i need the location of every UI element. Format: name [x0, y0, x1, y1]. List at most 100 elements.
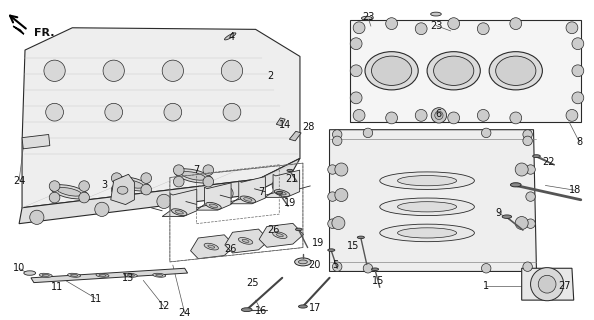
- Polygon shape: [225, 229, 269, 253]
- Circle shape: [515, 217, 528, 229]
- Text: 13: 13: [122, 273, 135, 283]
- Circle shape: [526, 165, 535, 174]
- Text: 26: 26: [267, 225, 280, 235]
- Ellipse shape: [431, 12, 441, 16]
- Ellipse shape: [225, 33, 236, 40]
- Circle shape: [328, 165, 337, 174]
- Circle shape: [353, 22, 365, 34]
- Ellipse shape: [119, 180, 144, 188]
- Circle shape: [223, 103, 241, 121]
- Circle shape: [79, 181, 90, 191]
- Circle shape: [105, 103, 122, 121]
- Circle shape: [363, 264, 372, 273]
- Circle shape: [353, 109, 365, 121]
- Circle shape: [572, 65, 584, 77]
- Ellipse shape: [298, 260, 307, 264]
- Text: 27: 27: [558, 281, 571, 291]
- Polygon shape: [19, 158, 300, 224]
- Circle shape: [30, 210, 44, 224]
- Ellipse shape: [39, 273, 52, 277]
- Ellipse shape: [295, 258, 311, 266]
- Text: 17: 17: [308, 303, 321, 313]
- Circle shape: [79, 192, 90, 203]
- Ellipse shape: [274, 190, 290, 196]
- Text: 28: 28: [302, 122, 315, 132]
- Ellipse shape: [204, 243, 219, 250]
- Ellipse shape: [71, 274, 78, 276]
- Circle shape: [415, 23, 427, 35]
- Circle shape: [203, 165, 214, 175]
- Ellipse shape: [278, 191, 286, 195]
- Circle shape: [526, 192, 535, 201]
- Ellipse shape: [175, 211, 184, 214]
- Circle shape: [335, 163, 348, 176]
- Circle shape: [332, 217, 345, 229]
- Circle shape: [572, 92, 584, 104]
- Ellipse shape: [358, 236, 364, 239]
- Ellipse shape: [365, 52, 418, 90]
- Text: 7: 7: [258, 187, 265, 197]
- Polygon shape: [289, 131, 301, 141]
- Circle shape: [173, 165, 184, 175]
- Ellipse shape: [427, 52, 481, 90]
- Text: 1: 1: [483, 281, 489, 291]
- Polygon shape: [265, 170, 299, 197]
- Ellipse shape: [287, 169, 293, 172]
- Ellipse shape: [276, 191, 283, 194]
- Text: 21: 21: [285, 174, 297, 184]
- Ellipse shape: [206, 202, 221, 209]
- Circle shape: [328, 219, 337, 228]
- Ellipse shape: [298, 305, 307, 308]
- Text: 10: 10: [13, 263, 25, 273]
- Text: 15: 15: [347, 241, 359, 251]
- Text: 7: 7: [194, 164, 200, 174]
- Circle shape: [111, 173, 122, 183]
- Polygon shape: [197, 183, 231, 210]
- Circle shape: [272, 178, 286, 193]
- Ellipse shape: [172, 209, 187, 216]
- Circle shape: [335, 188, 348, 202]
- Ellipse shape: [489, 52, 542, 90]
- Text: 19: 19: [284, 198, 296, 208]
- Ellipse shape: [24, 271, 36, 275]
- Circle shape: [435, 111, 443, 119]
- Text: 12: 12: [158, 301, 170, 311]
- Circle shape: [482, 264, 491, 273]
- Text: 16: 16: [255, 306, 268, 316]
- Polygon shape: [191, 235, 235, 259]
- Ellipse shape: [434, 56, 474, 85]
- Ellipse shape: [371, 56, 412, 85]
- Text: 24: 24: [13, 176, 26, 186]
- Circle shape: [386, 112, 397, 124]
- Circle shape: [44, 60, 65, 81]
- Ellipse shape: [50, 185, 88, 199]
- Text: 3: 3: [102, 180, 108, 190]
- Polygon shape: [522, 268, 574, 300]
- Ellipse shape: [240, 196, 255, 203]
- Ellipse shape: [99, 274, 106, 276]
- Ellipse shape: [127, 274, 134, 276]
- Text: 24: 24: [178, 308, 191, 318]
- Ellipse shape: [362, 16, 372, 20]
- Text: FR.: FR.: [34, 28, 54, 37]
- Circle shape: [572, 38, 584, 50]
- Circle shape: [510, 112, 522, 124]
- Circle shape: [222, 60, 242, 81]
- Circle shape: [49, 192, 60, 203]
- Circle shape: [333, 136, 342, 146]
- Ellipse shape: [533, 155, 541, 157]
- Circle shape: [350, 65, 362, 77]
- Circle shape: [111, 184, 122, 195]
- Circle shape: [350, 92, 362, 104]
- Text: 15: 15: [372, 276, 385, 286]
- Ellipse shape: [57, 188, 81, 196]
- Polygon shape: [231, 177, 266, 204]
- Ellipse shape: [117, 186, 128, 194]
- Circle shape: [350, 38, 362, 50]
- Polygon shape: [22, 28, 300, 208]
- Circle shape: [415, 109, 427, 121]
- Ellipse shape: [273, 232, 287, 238]
- Ellipse shape: [276, 234, 283, 237]
- Ellipse shape: [371, 268, 378, 270]
- Ellipse shape: [124, 273, 137, 277]
